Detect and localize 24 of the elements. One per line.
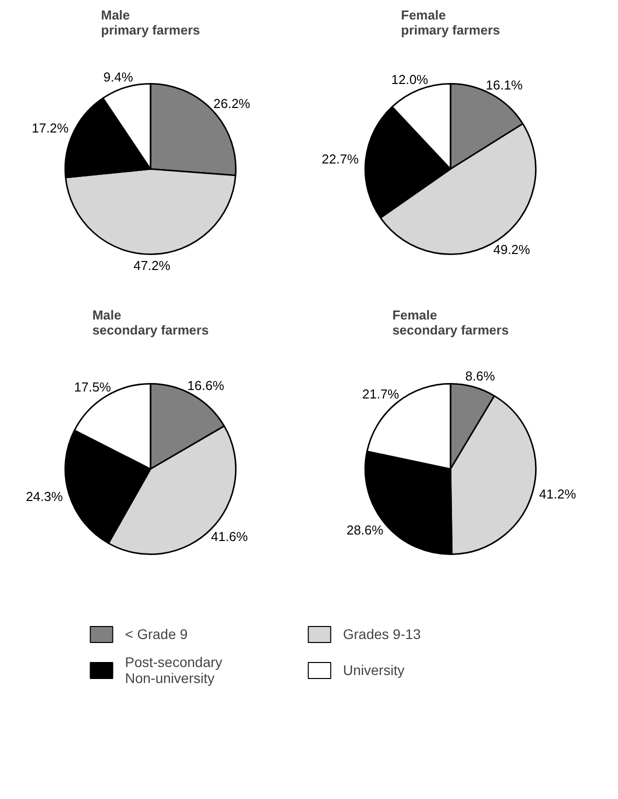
data-label: 17.2% xyxy=(32,120,70,136)
legend-label: < Grade 9 xyxy=(125,626,189,642)
chart-title: Male secondary farmers xyxy=(92,308,209,338)
chart-title: Male primary farmers xyxy=(101,8,200,38)
data-label: 24.3% xyxy=(26,489,64,504)
data-label: 47.2% xyxy=(133,258,171,273)
data-label: 16.1% xyxy=(486,77,524,92)
data-label: 26.2% xyxy=(213,96,251,112)
legend-label: Post-secondary Non-university xyxy=(125,654,224,686)
data-label: 12.0% xyxy=(391,72,429,87)
data-label: 22.7% xyxy=(322,152,360,167)
data-label: 8.6% xyxy=(465,368,496,384)
chart-title: Female primary farmers xyxy=(401,8,500,38)
data-label: 17.5% xyxy=(74,379,112,394)
data-label: 28.6% xyxy=(346,522,384,538)
data-label: 41.6% xyxy=(210,529,248,544)
data-label: 16.6% xyxy=(187,378,225,393)
legend-label: University xyxy=(343,662,406,678)
data-label: 49.2% xyxy=(493,242,531,257)
legend-label: Grades 9-13 xyxy=(343,626,422,642)
data-label: 9.4% xyxy=(103,69,134,84)
chart-title: Female secondary farmers xyxy=(392,308,509,338)
data-label: 21.7% xyxy=(362,386,400,402)
data-label: 41.2% xyxy=(539,486,576,502)
